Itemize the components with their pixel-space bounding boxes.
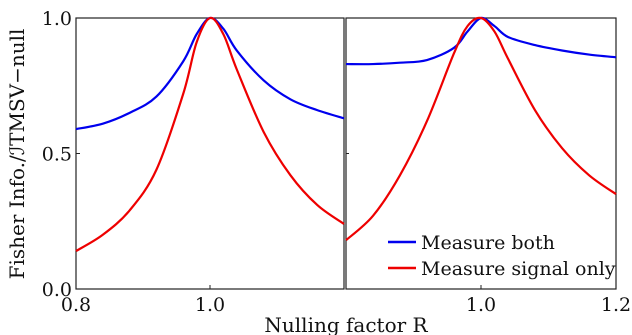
legend-label: Measure both [421,232,555,254]
y-axis-label: Fisher Info./ℐTMSV−null [5,29,29,280]
series-line-measure-signal-only-panel-0 [75,16,345,253]
plot-frame-0 [75,17,345,290]
series-line-measure-signal-only-panel-1 [345,16,617,242]
x-tick-label: 1.0 [466,294,496,316]
legend: Measure both Measure signal only [388,232,616,280]
series-line-measure-both-panel-1 [345,16,617,66]
x-tick-label: 0.8 [61,294,91,316]
y-tick-label: 0.0 [42,279,72,301]
x-tick-label: 1.0 [195,294,225,316]
panel-right: 1.0 1.2 [345,16,631,316]
series-line-measure-both-panel-0 [75,16,345,131]
x-axis-label: Nulling factor R [264,313,428,335]
x-tick-label: 1.2 [601,294,631,316]
legend-label: Measure signal only [421,258,616,280]
panel-left: 0.8 1.0 0.0 0.5 1.0 [42,8,345,316]
y-tick-label: 0.5 [42,144,72,166]
axis-labels: Nulling factor R Fisher Info./ℐTMSV−null [5,29,429,335]
y-tick-label: 1.0 [42,8,72,30]
